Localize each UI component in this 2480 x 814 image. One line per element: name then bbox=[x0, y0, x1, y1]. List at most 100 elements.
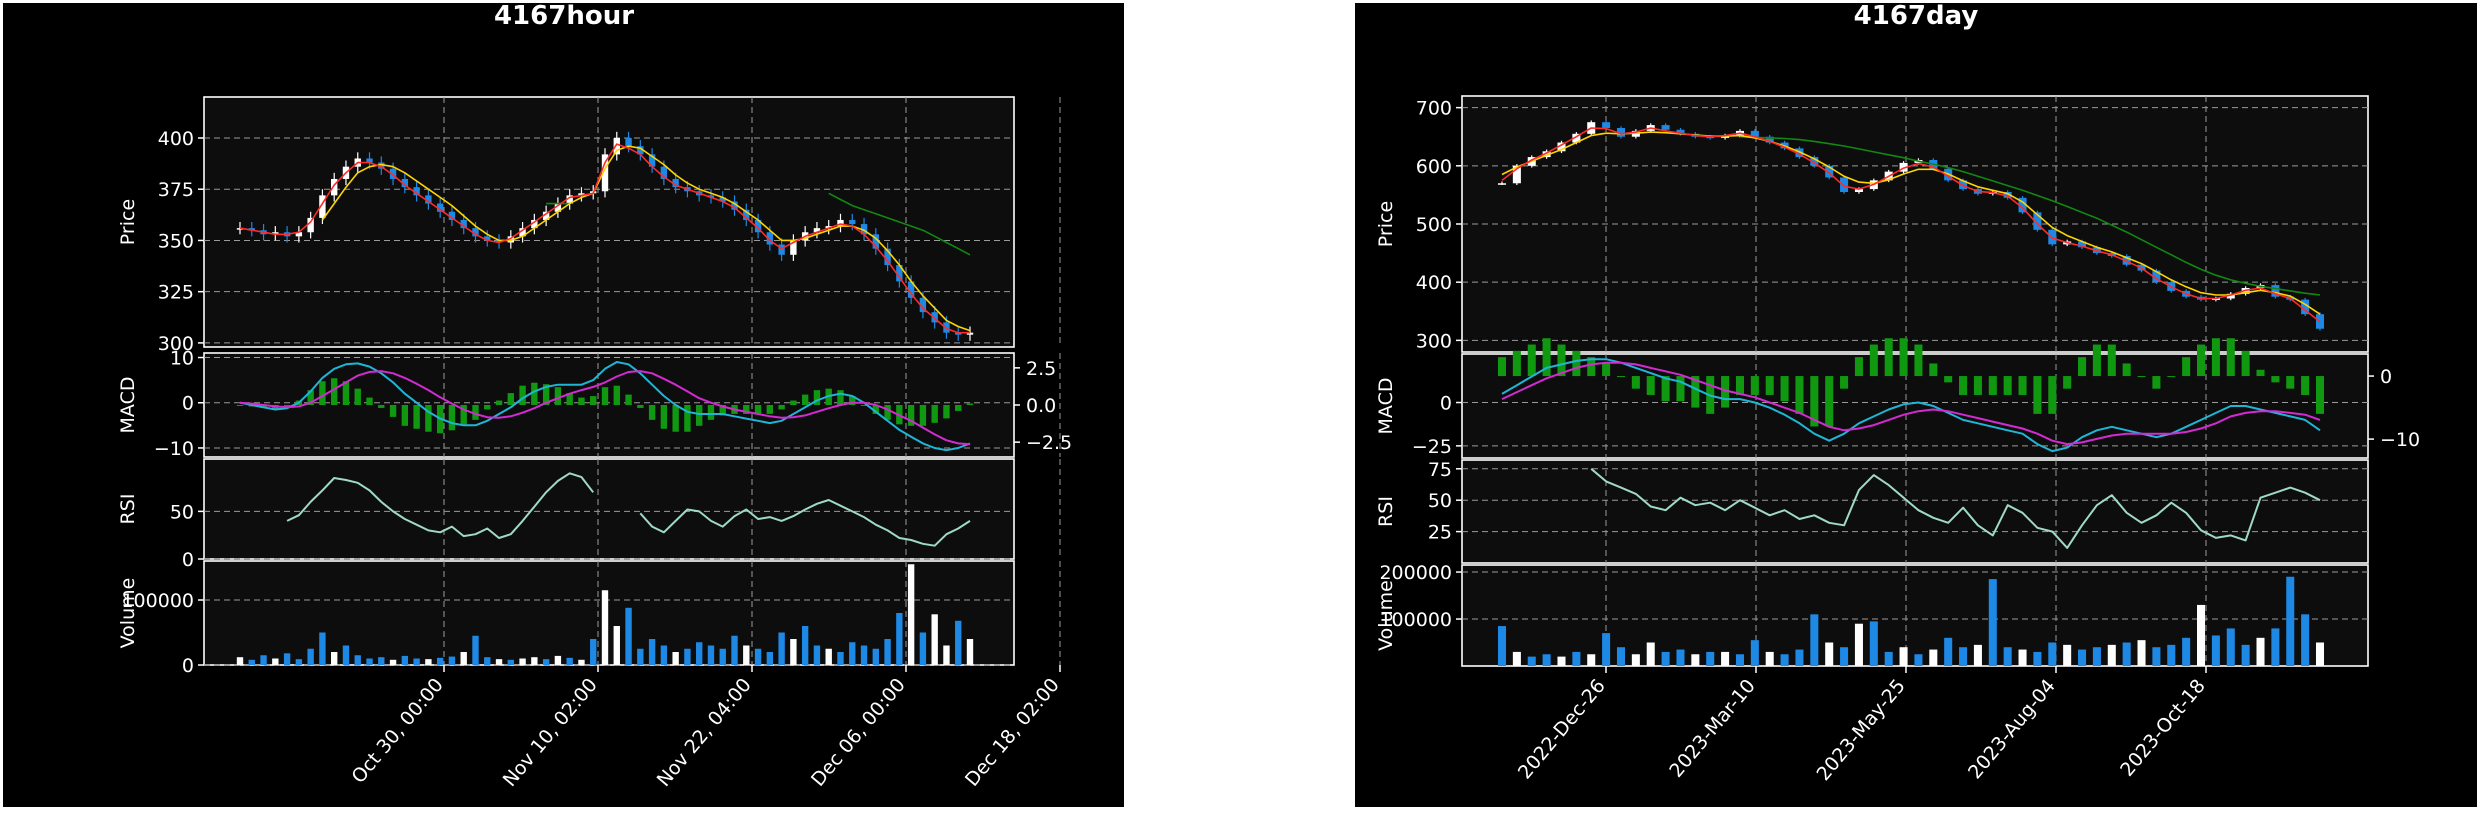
candle-body bbox=[378, 162, 385, 169]
x-tick-label: Dec 06, 00:00 bbox=[807, 674, 910, 791]
rsi-line bbox=[1590, 468, 2321, 549]
volume-bar bbox=[919, 632, 927, 665]
volume-bar bbox=[1810, 614, 1819, 666]
volume-bar bbox=[295, 659, 303, 665]
volume-bar bbox=[2152, 647, 2161, 666]
macd-hist-bar bbox=[425, 405, 432, 432]
volume-bar bbox=[1512, 651, 1521, 666]
candle-body bbox=[1750, 130, 1759, 137]
volume-bar bbox=[354, 655, 361, 665]
volume-bar bbox=[2092, 647, 2101, 666]
macd-hist-bar bbox=[1750, 376, 1759, 395]
volume-bar bbox=[801, 626, 809, 665]
candle-body bbox=[272, 232, 279, 235]
volume-bar bbox=[2078, 649, 2087, 666]
candle-body bbox=[2301, 299, 2310, 315]
candle-body bbox=[860, 224, 868, 235]
y-tick-label: 100000 bbox=[121, 590, 194, 612]
volume-bar bbox=[2271, 628, 2280, 666]
macd-hist-bar bbox=[1691, 376, 1700, 408]
macd-hist-bar bbox=[1735, 376, 1744, 395]
macd-hist-bar bbox=[684, 405, 691, 432]
y-tick-label: 375 bbox=[158, 179, 194, 201]
volume-bar bbox=[1631, 654, 1640, 666]
y-tick-label: 0 bbox=[1440, 393, 1452, 415]
candle-body bbox=[966, 332, 974, 335]
macd-hist-bar bbox=[1914, 344, 1923, 377]
candle-body bbox=[1765, 136, 1774, 143]
x-tick-label: Dec 18, 02:00 bbox=[961, 674, 1064, 791]
volume-bar bbox=[766, 652, 774, 665]
macd-hist-bar bbox=[1661, 376, 1670, 402]
y-tick-label-right: 0 bbox=[2380, 366, 2392, 388]
volume-bar bbox=[837, 652, 844, 665]
macd-signal-line bbox=[1501, 361, 2321, 446]
macd-hist-bar bbox=[1840, 376, 1849, 389]
candle-body bbox=[907, 281, 915, 298]
macd-hist-bar bbox=[2301, 376, 2310, 395]
volume-bar bbox=[484, 657, 491, 665]
volume-bar bbox=[754, 648, 762, 665]
price-ma-mid-line bbox=[321, 145, 971, 332]
candle-body bbox=[1899, 162, 1908, 172]
volume-bar bbox=[1572, 651, 1581, 666]
volume-bar bbox=[472, 635, 479, 665]
candle-body bbox=[919, 297, 927, 313]
volume-bar bbox=[1557, 656, 1566, 666]
candle-body bbox=[1602, 122, 1611, 128]
volume-bar bbox=[1602, 633, 1611, 666]
candle-body bbox=[1854, 189, 1863, 192]
macd-hist-bar bbox=[1646, 376, 1655, 395]
macd-hist-bar bbox=[2271, 376, 2280, 383]
candle-body bbox=[425, 195, 432, 204]
macd-hist-bar bbox=[2315, 376, 2325, 414]
y-tick-label: 0 bbox=[182, 393, 194, 415]
macd-hist-bar bbox=[1884, 338, 1893, 377]
candle-body bbox=[707, 195, 715, 198]
candle-body bbox=[507, 236, 514, 243]
volume-bar bbox=[719, 648, 726, 665]
volume-bar bbox=[1795, 649, 1804, 666]
candle-body bbox=[578, 193, 585, 196]
macd-hist-bar bbox=[2182, 357, 2191, 377]
macd-hist-bar bbox=[1721, 376, 1730, 408]
candle-body bbox=[1497, 183, 1507, 185]
volume-bar bbox=[931, 614, 938, 665]
candle-body bbox=[813, 228, 821, 233]
volume-bar bbox=[2182, 637, 2191, 666]
volume-bar bbox=[495, 659, 503, 665]
candle-body bbox=[778, 244, 785, 255]
macd-hist-bar bbox=[1616, 376, 1625, 378]
candle-body bbox=[566, 195, 573, 204]
macd-hist-bar bbox=[566, 393, 573, 405]
candle-body bbox=[872, 234, 879, 249]
volume-bar bbox=[1542, 654, 1551, 666]
macd-hist-bar bbox=[1795, 376, 1804, 414]
macd-hist-bar bbox=[484, 405, 491, 410]
candle-body bbox=[366, 158, 373, 163]
macd-hist-bar bbox=[2122, 363, 2131, 377]
volume-bar bbox=[943, 645, 950, 665]
y-tick-label: 700 bbox=[1416, 98, 1452, 120]
volume-bar bbox=[1884, 651, 1893, 666]
y-tick-label: 500 bbox=[1416, 214, 1452, 236]
candle-body bbox=[719, 197, 726, 202]
macd-hist-bar bbox=[460, 405, 467, 425]
volume-bar bbox=[1587, 654, 1596, 666]
volume-bar bbox=[872, 648, 879, 665]
candle-body bbox=[896, 265, 903, 282]
volume-bar bbox=[613, 626, 620, 665]
candle-body bbox=[790, 240, 797, 255]
volume-bar bbox=[2241, 644, 2250, 666]
candle-body bbox=[413, 187, 420, 196]
volume-bar bbox=[2107, 644, 2116, 666]
y-tick-label: 50 bbox=[1428, 490, 1452, 512]
macd-hist-bar bbox=[554, 387, 562, 405]
volume-bar bbox=[2003, 647, 2012, 666]
volume-bar bbox=[2048, 642, 2057, 666]
volume-bar bbox=[1914, 654, 1923, 666]
rsi-line bbox=[286, 472, 971, 547]
volume-bar bbox=[248, 659, 255, 665]
volume-bar bbox=[366, 658, 373, 665]
volume-bar bbox=[696, 642, 703, 665]
